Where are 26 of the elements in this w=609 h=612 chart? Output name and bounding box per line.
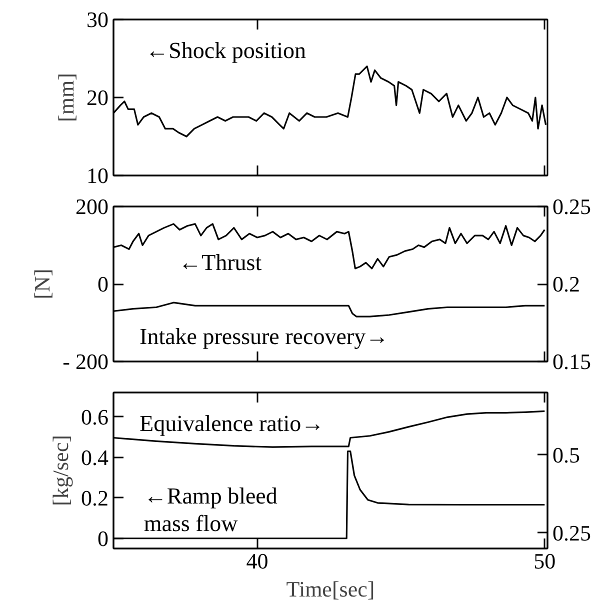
annotation: Equivalence ratio→	[140, 411, 324, 436]
y-tick-label: - 200	[62, 349, 108, 374]
y-axis-title: [mm]	[54, 73, 78, 122]
y-tick-label: 20	[86, 85, 108, 110]
annotation: ←Ramp bleed mass flow	[144, 483, 278, 536]
y-tick-label: 0.6	[81, 404, 108, 430]
y-tick-label: 10	[86, 163, 108, 188]
x-tick-label: 50	[534, 548, 556, 574]
y-tick-label: 30	[86, 7, 108, 32]
y2-tick-label: 0.25	[552, 520, 591, 546]
y2-tick-label: 0.25	[552, 194, 591, 219]
y-tick-label: 0.2	[81, 485, 108, 510]
y2-tick-label: 0.15	[552, 349, 591, 374]
y-axis-title: [N]	[30, 268, 55, 300]
y2-tick-label: 0.2	[552, 272, 580, 296]
annotation: ←Thrust	[178, 250, 262, 275]
y-tick-label: 0	[98, 272, 108, 296]
annotation: ←Shock position	[146, 38, 306, 64]
y-tick-label: 0.4	[81, 444, 108, 470]
y2-tick-label: 0.5	[552, 442, 580, 468]
annotation: Intake pressure recovery→	[140, 324, 389, 350]
y-tick-label: 0	[98, 526, 108, 551]
y-tick-label: 200	[76, 194, 108, 219]
x-tick-label: 40	[246, 548, 268, 574]
x-axis-title: Time[sec]	[286, 576, 375, 602]
y-axis-title: [kg/sec]	[48, 435, 73, 506]
